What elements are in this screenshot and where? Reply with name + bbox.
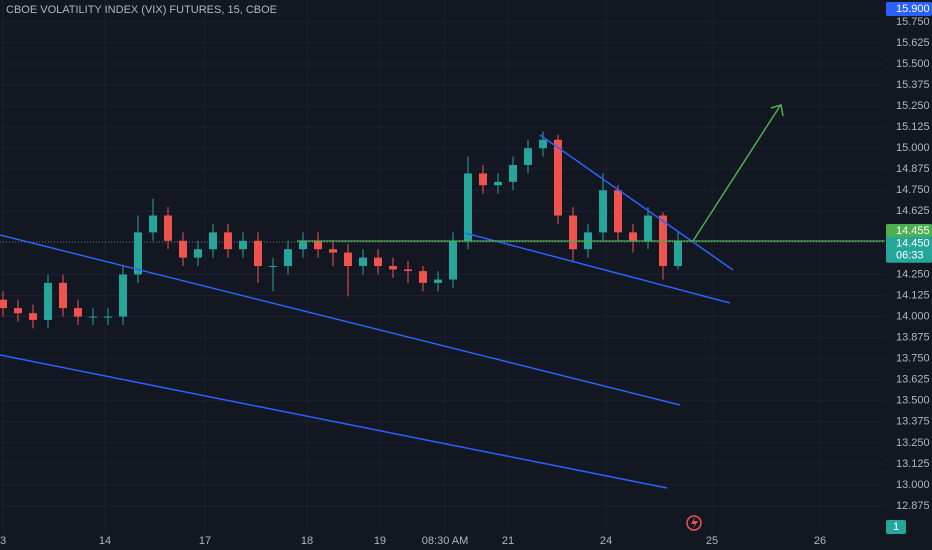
candle-body — [614, 190, 622, 233]
candle-body — [284, 249, 292, 267]
candle-body — [44, 282, 52, 320]
trend-line — [0, 234, 681, 406]
candle-body — [344, 252, 352, 267]
x-tick-label: 3 — [0, 535, 6, 547]
y-tick-label: 13.250 — [896, 437, 930, 449]
candle-body — [164, 215, 172, 241]
y-tick-label: 14.625 — [896, 205, 930, 217]
candle-body — [89, 316, 97, 318]
candle-body — [464, 173, 472, 241]
x-tick-label: 18 — [301, 535, 313, 547]
x-tick-label: 24 — [600, 535, 612, 547]
candle-body — [104, 316, 112, 318]
x-tick-label: 08:30 AM — [422, 535, 468, 547]
candle-body — [134, 232, 142, 275]
drawings — [0, 104, 885, 489]
volume-tag — [886, 520, 906, 534]
x-tick-label: 17 — [199, 535, 211, 547]
x-tick-label: 25 — [706, 535, 718, 547]
y-tick-label: 13.875 — [896, 332, 930, 344]
y-tick-label: 13.000 — [896, 479, 930, 491]
candle-body — [119, 274, 127, 317]
candle-body — [329, 249, 337, 253]
candle-body — [224, 232, 232, 250]
y-tick-label: 15.250 — [896, 100, 930, 112]
y-tick-label: 13.125 — [896, 458, 930, 470]
alert-icon[interactable] — [686, 515, 702, 531]
candle-body — [299, 240, 307, 250]
x-tick-label: 26 — [814, 535, 826, 547]
candle-body — [494, 181, 502, 186]
y-tick-label: 15.500 — [896, 58, 930, 70]
candle-body — [179, 240, 187, 258]
y-tick-label: 14.125 — [896, 289, 930, 301]
trend-line — [539, 134, 734, 271]
price-tag — [886, 2, 932, 16]
candle-body — [14, 308, 22, 314]
candle-body — [149, 215, 157, 233]
candle-body — [629, 232, 637, 241]
y-tick-label: 12.875 — [896, 500, 930, 512]
candle-body — [194, 249, 202, 258]
candle-body — [314, 240, 322, 250]
y-tick-label: 15.625 — [896, 37, 930, 49]
volume-tag-label: 1 — [893, 521, 899, 533]
y-tick-label: 14.000 — [896, 310, 930, 322]
candle-body — [389, 266, 397, 270]
price-tag-label: 14.455 — [896, 225, 930, 237]
trend-line — [464, 232, 731, 304]
candle-body — [554, 139, 562, 216]
candle-body — [434, 279, 442, 283]
candle-body — [509, 165, 517, 182]
y-tick-label: 14.750 — [896, 184, 930, 196]
trend-line — [0, 354, 668, 489]
y-tick-label: 13.750 — [896, 353, 930, 365]
candle-body — [239, 240, 247, 250]
x-tick-label: 14 — [99, 535, 111, 547]
candle-body — [74, 308, 82, 317]
candle-body — [644, 215, 652, 241]
candle-body — [0, 299, 8, 309]
x-tick-label: 21 — [502, 535, 514, 547]
candle-body — [269, 266, 277, 268]
candle-body — [539, 139, 547, 149]
candle-body — [59, 282, 67, 309]
arrow-head — [770, 104, 784, 117]
price-tag-label: 14.450 — [896, 238, 930, 250]
y-tick-label: 14.250 — [896, 268, 930, 280]
grid — [0, 0, 885, 532]
candle-body — [449, 240, 457, 280]
y-tick-label: 13.375 — [896, 416, 930, 428]
price-axis — [885, 0, 932, 550]
y-tick-label: 15.375 — [896, 79, 930, 91]
candle-body — [569, 215, 577, 250]
candle-body — [254, 240, 262, 267]
price-tag-label: 15.900 — [896, 3, 930, 15]
candle-body — [374, 257, 382, 267]
y-tick-label: 13.625 — [896, 374, 930, 386]
candle-body — [674, 240, 682, 267]
y-tick-label: 15.750 — [896, 16, 930, 28]
candle-body — [209, 232, 217, 250]
chart-title: CBOE VOLATILITY INDEX (VIX) FUTURES, 15,… — [6, 4, 277, 16]
candle-body — [419, 271, 427, 283]
candle-body — [359, 257, 367, 267]
price-tag — [886, 223, 932, 238]
candle-body — [404, 269, 412, 272]
price-tag-countdown: 06:33 — [896, 250, 924, 262]
price-tag — [886, 236, 932, 263]
candle-body — [599, 190, 607, 233]
arrow-line — [692, 105, 781, 242]
y-tick-label: 13.500 — [896, 395, 930, 407]
alert-bolt — [691, 517, 698, 529]
candle-body — [29, 313, 37, 320]
y-tick-label: 15.000 — [896, 142, 930, 154]
y-tick-label: 14.875 — [896, 163, 930, 175]
candle-body — [479, 173, 487, 186]
x-tick-label: 19 — [374, 535, 386, 547]
y-tick-label: 15.125 — [896, 121, 930, 133]
candle-body — [524, 148, 532, 166]
